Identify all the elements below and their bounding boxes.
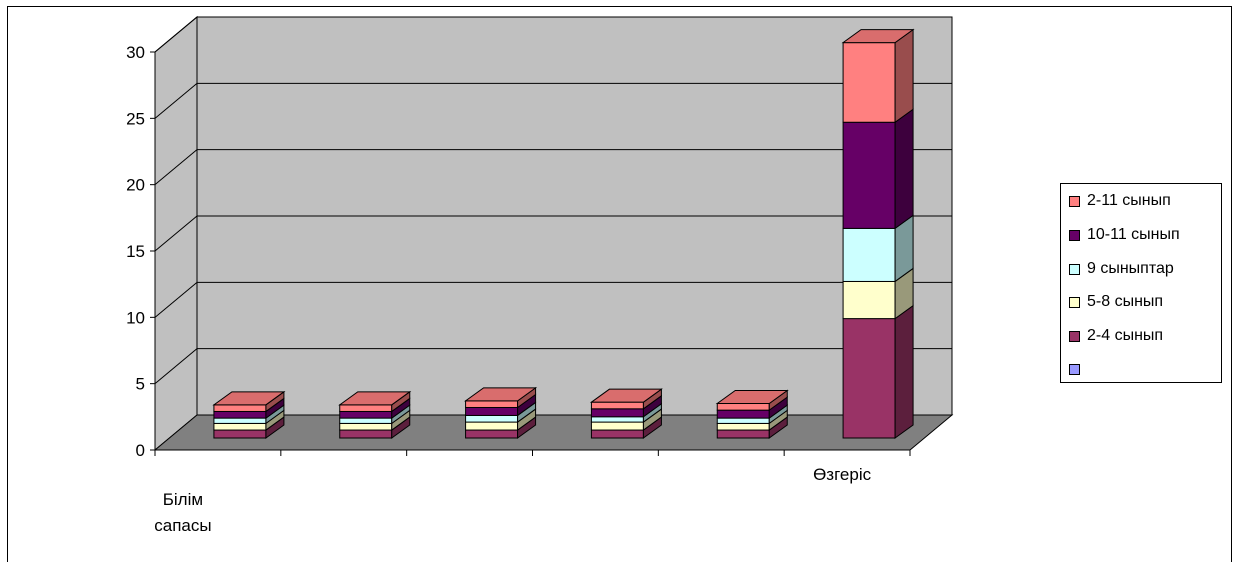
y-tick-label: 30: [126, 43, 145, 62]
bar-segment-front: [842, 121, 896, 229]
bar-segment-top: [212, 391, 286, 406]
bar-segment-front: [465, 414, 519, 423]
bar-segment-front: [590, 421, 644, 431]
bar-segment-top: [338, 391, 412, 406]
legend-item-10-11: 10-11 сынып: [1069, 226, 1180, 244]
bar-segment-top: [841, 29, 915, 44]
bar-segment-front: [213, 417, 267, 424]
legend: 2-11 сынып 10-11 сынып 9 сыныптар 5-8 сы…: [1060, 183, 1222, 383]
gridline-side: [154, 215, 198, 252]
y-tick-label: 15: [126, 242, 145, 261]
bar-segment-front: [465, 400, 519, 408]
legend-item-2-11: 2-11 сынып: [1069, 192, 1171, 210]
legend-label: 9 сыныптар: [1087, 260, 1174, 277]
legend-swatch-icon: [1069, 296, 1080, 308]
bar-segment-front: [213, 429, 267, 439]
bar-segment-front: [590, 429, 644, 439]
legend-swatch-icon: [1069, 263, 1080, 275]
legend-item-9: 9 сыныптар: [1069, 260, 1174, 278]
bar-segment-front: [842, 42, 896, 123]
category-label: сапасы: [154, 516, 211, 535]
bar-segment-front: [842, 227, 896, 282]
chart-frame: [7, 6, 1232, 562]
bar-segment-front: [339, 422, 393, 431]
bar-segment-side: [894, 28, 914, 124]
gridline-side: [154, 16, 198, 53]
bar-segment-front: [842, 280, 896, 320]
bar-segment-front: [339, 404, 393, 412]
legend-label: 2-4 сынып: [1087, 327, 1164, 344]
legend-label: 10-11 сынып: [1087, 226, 1180, 243]
bar-segment-side: [894, 108, 914, 230]
bar-segment-side: [894, 304, 914, 439]
category-label: Білім: [163, 490, 203, 509]
bar-segment-front: [465, 429, 519, 439]
legend-swatch-icon: [1069, 363, 1080, 375]
gridline-side: [154, 348, 198, 385]
bar-segment-front: [339, 410, 393, 419]
gridline-side: [154, 281, 198, 318]
bar-segment-front: [716, 422, 770, 431]
bar-segment-front: [842, 318, 896, 439]
bar-segment-front: [590, 416, 644, 423]
bar-segment-top: [589, 388, 663, 403]
bar-segment-front: [465, 421, 519, 431]
y-tick-label: 0: [136, 441, 145, 460]
legend-item-5-8: 5-8 сынып: [1069, 293, 1163, 311]
bar-segment-front: [590, 401, 644, 410]
bar-segment-top: [715, 390, 789, 405]
bar-segment-front: [339, 417, 393, 424]
legend-item-blank: [1069, 360, 1087, 378]
bar-segment-front: [465, 406, 519, 416]
bar-segment-front: [716, 417, 770, 424]
category-label: Өзгеріс: [813, 465, 872, 484]
bar-segment-front: [716, 409, 770, 419]
bar-segment-top: [464, 387, 538, 402]
gridline-side: [154, 82, 198, 119]
y-tick-label: 5: [136, 375, 145, 394]
y-tick-label: 25: [126, 109, 145, 128]
bar-segment-front: [716, 429, 770, 439]
bar-segment-front: [213, 410, 267, 419]
y-tick-label: 20: [126, 176, 145, 195]
bar-segment-front: [213, 404, 267, 412]
bar-segment-front: [339, 429, 393, 439]
legend-swatch-icon: [1069, 330, 1080, 342]
legend-item-2-4: 2-4 сынып: [1069, 327, 1163, 345]
legend-label: 5-8 сынып: [1087, 293, 1164, 310]
bar-segment-front: [213, 422, 267, 431]
y-tick-label: 10: [126, 308, 145, 327]
bar-segment-front: [716, 403, 770, 411]
legend-swatch-icon: [1069, 195, 1080, 207]
legend-label: 2-11 сынып: [1087, 192, 1171, 209]
gridline-side: [154, 149, 198, 186]
legend-swatch-icon: [1069, 229, 1080, 241]
bar-segment-front: [590, 408, 644, 418]
